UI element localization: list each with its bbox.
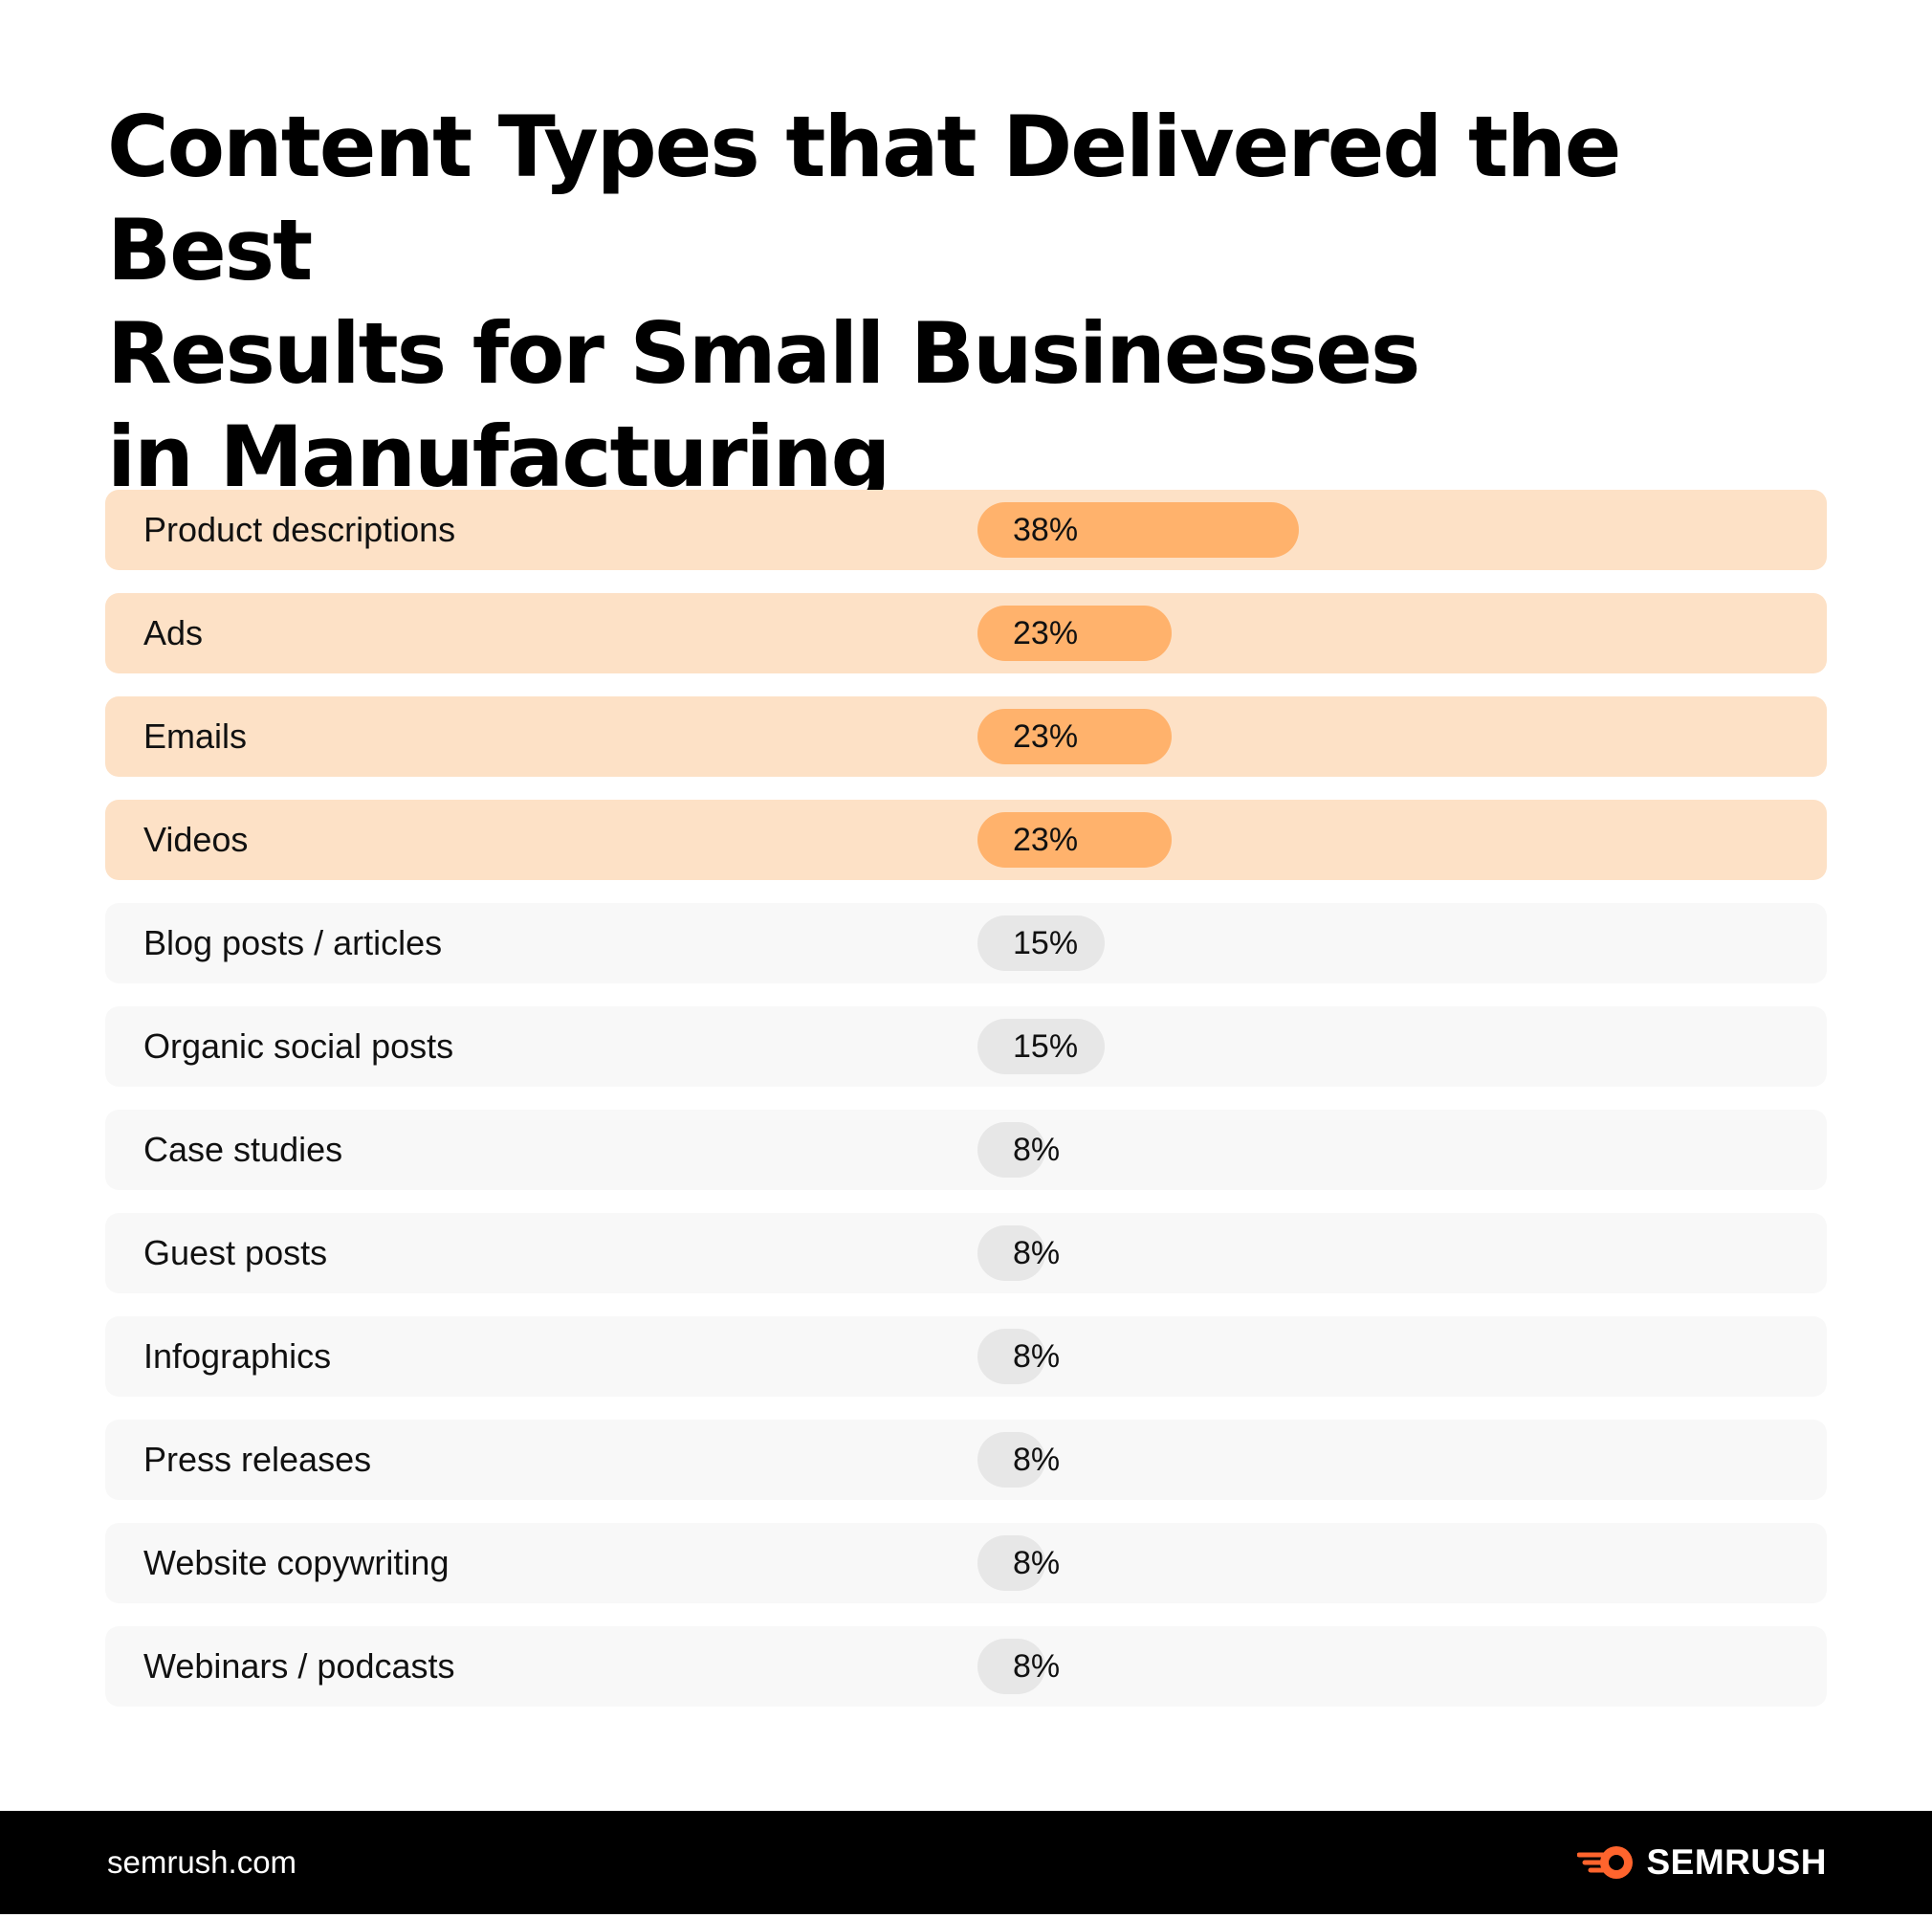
value-bar	[977, 1122, 1045, 1178]
category-label: Videos	[143, 820, 249, 859]
chart-title-line-1: Content Types that Delivered the Best	[107, 98, 1621, 299]
value-bar	[977, 502, 1299, 558]
category-label: Organic social posts	[143, 1026, 454, 1066]
value-bar	[977, 1535, 1045, 1591]
semrush-wordmark: SEMRUSH	[1646, 1842, 1827, 1882]
chart-row: Emails 23%	[105, 696, 1827, 777]
value-bar	[977, 1225, 1045, 1281]
chart-row: Product descriptions 38%	[105, 490, 1827, 570]
chart-row: Blog posts / articles 15%	[105, 903, 1827, 983]
value-label: 8%	[1013, 1235, 1061, 1271]
value-bar	[977, 709, 1172, 764]
chart-row: Website copywriting 8%	[105, 1523, 1827, 1603]
chart-row: Videos 23%	[105, 800, 1827, 880]
category-label: Webinars / podcasts	[143, 1646, 455, 1686]
value-label: 23%	[1013, 822, 1079, 858]
value-bar	[977, 915, 1105, 971]
value-label: 8%	[1013, 1545, 1061, 1581]
value-bar	[977, 606, 1172, 661]
chart-title-line-3: in Manufacturing	[107, 408, 890, 506]
chart-title-line-2: Results for Small Businesses	[107, 304, 1420, 403]
chart-row: Infographics 8%	[105, 1316, 1827, 1397]
chart-row: Webinars / podcasts 8%	[105, 1626, 1827, 1707]
value-bar	[977, 1639, 1045, 1694]
semrush-logo-icon	[1577, 1846, 1634, 1879]
value-label: 23%	[1013, 718, 1079, 755]
chart-row: Case studies 8%	[105, 1110, 1827, 1190]
category-label: Guest posts	[143, 1233, 328, 1272]
value-label: 15%	[1013, 925, 1079, 961]
value-bar	[977, 812, 1172, 868]
footer: semrush.com SEMRUSH	[0, 1811, 1932, 1914]
category-label: Website copywriting	[143, 1543, 450, 1582]
value-bar	[977, 1432, 1045, 1488]
category-label: Press releases	[143, 1440, 372, 1479]
chart-row: Press releases 8%	[105, 1420, 1827, 1500]
category-label: Emails	[143, 716, 248, 756]
chart-title: Content Types that Delivered the Best Re…	[107, 96, 1829, 509]
value-label: 15%	[1013, 1028, 1079, 1065]
footer-url[interactable]: semrush.com	[107, 1844, 297, 1880]
value-bar	[977, 1329, 1045, 1384]
category-label: Ads	[143, 613, 204, 652]
value-label: 8%	[1013, 1648, 1061, 1685]
chart-row: Ads 23%	[105, 593, 1827, 673]
semrush-logo: SEMRUSH	[1577, 1840, 1827, 1885]
value-label: 8%	[1013, 1442, 1061, 1478]
value-label: 8%	[1013, 1132, 1061, 1168]
value-bar	[977, 1019, 1105, 1074]
category-label: Product descriptions	[143, 510, 456, 549]
chart-row: Guest posts 8%	[105, 1213, 1827, 1293]
bar-chart: Product descriptions 38% Ads 23% Emails 23% Vi…	[105, 490, 1827, 1730]
category-label: Case studies	[143, 1130, 343, 1169]
chart-row: Organic social posts 15%	[105, 1006, 1827, 1087]
category-label: Blog posts / articles	[143, 923, 443, 962]
value-label: 23%	[1013, 615, 1079, 651]
value-label: 38%	[1013, 512, 1079, 548]
category-label: Infographics	[143, 1336, 332, 1376]
value-label: 8%	[1013, 1338, 1061, 1375]
